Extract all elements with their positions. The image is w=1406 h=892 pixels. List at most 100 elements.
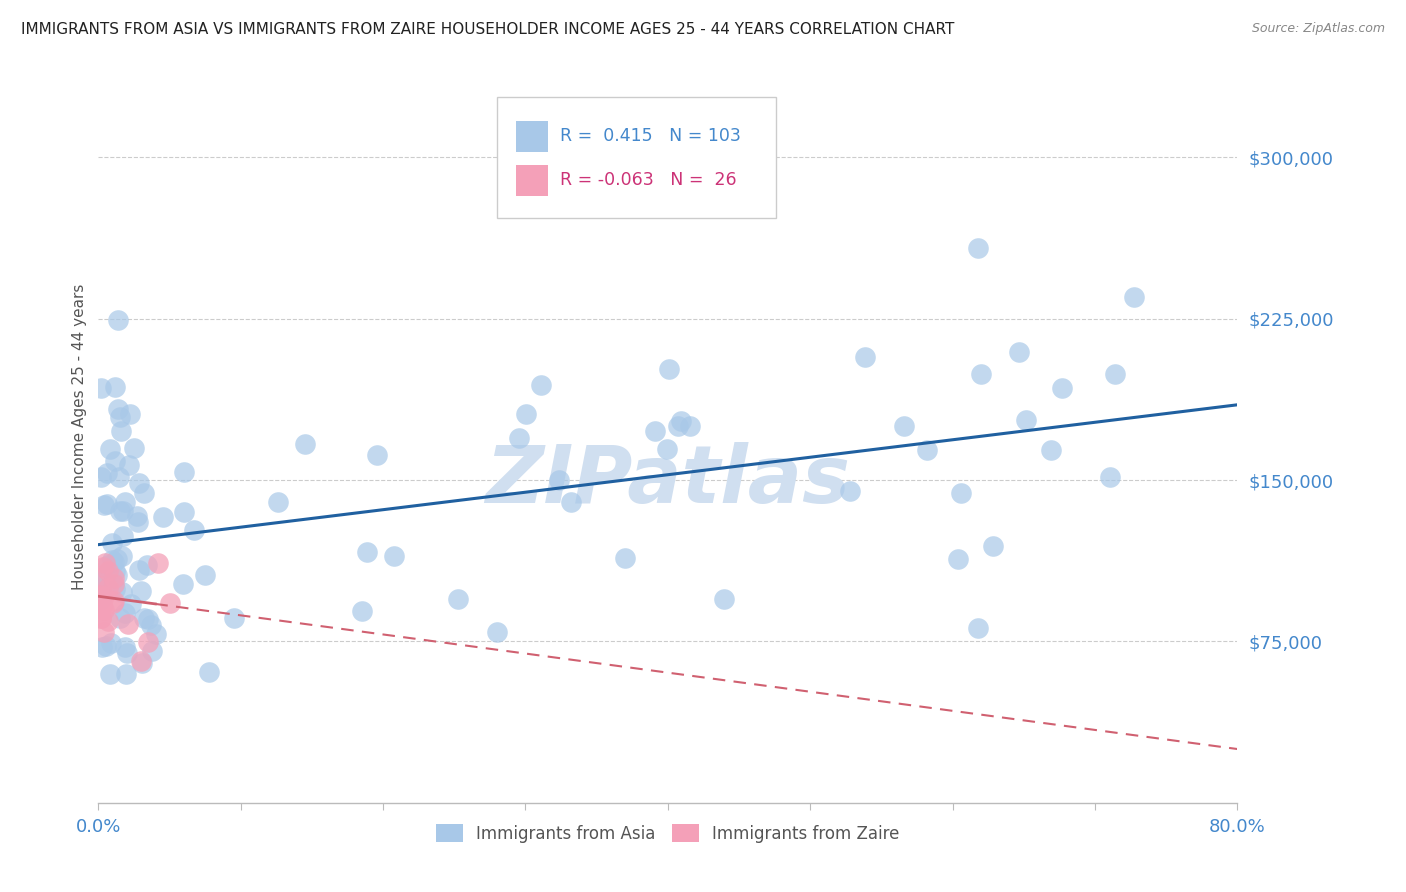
- Point: [117, 616, 139, 631]
- Point: [89, 601, 111, 615]
- Point: [145, 627, 167, 641]
- Point: [108, 409, 131, 424]
- Point: [839, 483, 862, 498]
- Point: [183, 523, 205, 537]
- Text: R = -0.063   N =  26: R = -0.063 N = 26: [560, 171, 737, 189]
- Point: [915, 443, 938, 458]
- Point: [152, 510, 174, 524]
- Point: [122, 441, 145, 455]
- Point: [93, 625, 115, 640]
- Point: [108, 470, 131, 484]
- Point: [658, 362, 681, 376]
- Legend: Immigrants from Asia, Immigrants from Zaire: Immigrants from Asia, Immigrants from Za…: [429, 817, 907, 849]
- Point: [104, 454, 127, 468]
- Point: [560, 495, 582, 509]
- Point: [530, 378, 553, 392]
- Point: [89, 588, 111, 602]
- Point: [96, 497, 118, 511]
- Point: [93, 603, 115, 617]
- Point: [90, 590, 112, 604]
- Point: [110, 611, 132, 625]
- Point: [90, 470, 112, 484]
- Point: [97, 564, 120, 578]
- Point: [1015, 413, 1038, 427]
- Point: [112, 529, 135, 543]
- Point: [114, 640, 136, 655]
- Point: [853, 351, 876, 365]
- Point: [173, 466, 195, 480]
- Point: [485, 624, 508, 639]
- Point: [108, 504, 131, 518]
- Point: [129, 654, 152, 668]
- Point: [93, 498, 115, 512]
- Point: [135, 558, 157, 572]
- Point: [118, 458, 141, 473]
- Point: [148, 556, 170, 570]
- Point: [669, 414, 692, 428]
- Point: [98, 666, 121, 681]
- Point: [508, 431, 530, 445]
- Point: [104, 379, 127, 393]
- Point: [547, 473, 569, 487]
- Point: [115, 666, 138, 681]
- Bar: [516, 121, 548, 152]
- Point: [129, 584, 152, 599]
- Point: [294, 436, 316, 450]
- Point: [90, 592, 112, 607]
- Point: [90, 580, 112, 594]
- Point: [1122, 290, 1144, 304]
- Point: [97, 614, 120, 628]
- Point: [110, 424, 132, 438]
- Point: [356, 544, 378, 558]
- Point: [134, 485, 156, 500]
- Point: [112, 503, 135, 517]
- Point: [194, 568, 217, 582]
- Point: [352, 604, 374, 618]
- Point: [101, 553, 124, 567]
- Point: [103, 571, 125, 585]
- Point: [97, 582, 120, 596]
- Text: R =  0.415   N = 103: R = 0.415 N = 103: [560, 128, 741, 145]
- Point: [114, 494, 136, 508]
- Point: [90, 611, 112, 625]
- Point: [103, 596, 125, 610]
- Point: [100, 535, 122, 549]
- Point: [655, 442, 678, 457]
- Point: [110, 549, 132, 564]
- Y-axis label: Householder Income Ages 25 - 44 years: Householder Income Ages 25 - 44 years: [72, 284, 87, 591]
- Text: ZIPatlas: ZIPatlas: [485, 442, 851, 520]
- Point: [90, 381, 112, 395]
- Point: [91, 560, 114, 574]
- Point: [90, 611, 112, 625]
- Point: [447, 592, 470, 607]
- Point: [120, 407, 142, 421]
- Point: [136, 612, 159, 626]
- Point: [89, 579, 111, 593]
- Point: [127, 515, 149, 529]
- Bar: [516, 165, 548, 195]
- Point: [131, 656, 153, 670]
- Point: [115, 646, 138, 660]
- Point: [114, 606, 136, 620]
- Point: [107, 567, 129, 582]
- Point: [128, 475, 150, 490]
- Point: [103, 577, 125, 591]
- Point: [94, 556, 117, 570]
- Point: [136, 634, 159, 648]
- Point: [382, 549, 405, 564]
- Point: [1050, 381, 1073, 395]
- Point: [107, 313, 129, 327]
- Point: [173, 505, 195, 519]
- Point: [104, 582, 127, 596]
- Point: [679, 419, 702, 434]
- Point: [644, 424, 666, 438]
- Point: [97, 558, 120, 573]
- Text: Source: ZipAtlas.com: Source: ZipAtlas.com: [1251, 22, 1385, 36]
- Text: IMMIGRANTS FROM ASIA VS IMMIGRANTS FROM ZAIRE HOUSEHOLDER INCOME AGES 25 - 44 YE: IMMIGRANTS FROM ASIA VS IMMIGRANTS FROM …: [21, 22, 955, 37]
- Point: [172, 577, 194, 591]
- Point: [713, 591, 735, 606]
- Point: [100, 635, 122, 649]
- Point: [96, 466, 118, 480]
- Point: [90, 575, 112, 590]
- Point: [132, 610, 155, 624]
